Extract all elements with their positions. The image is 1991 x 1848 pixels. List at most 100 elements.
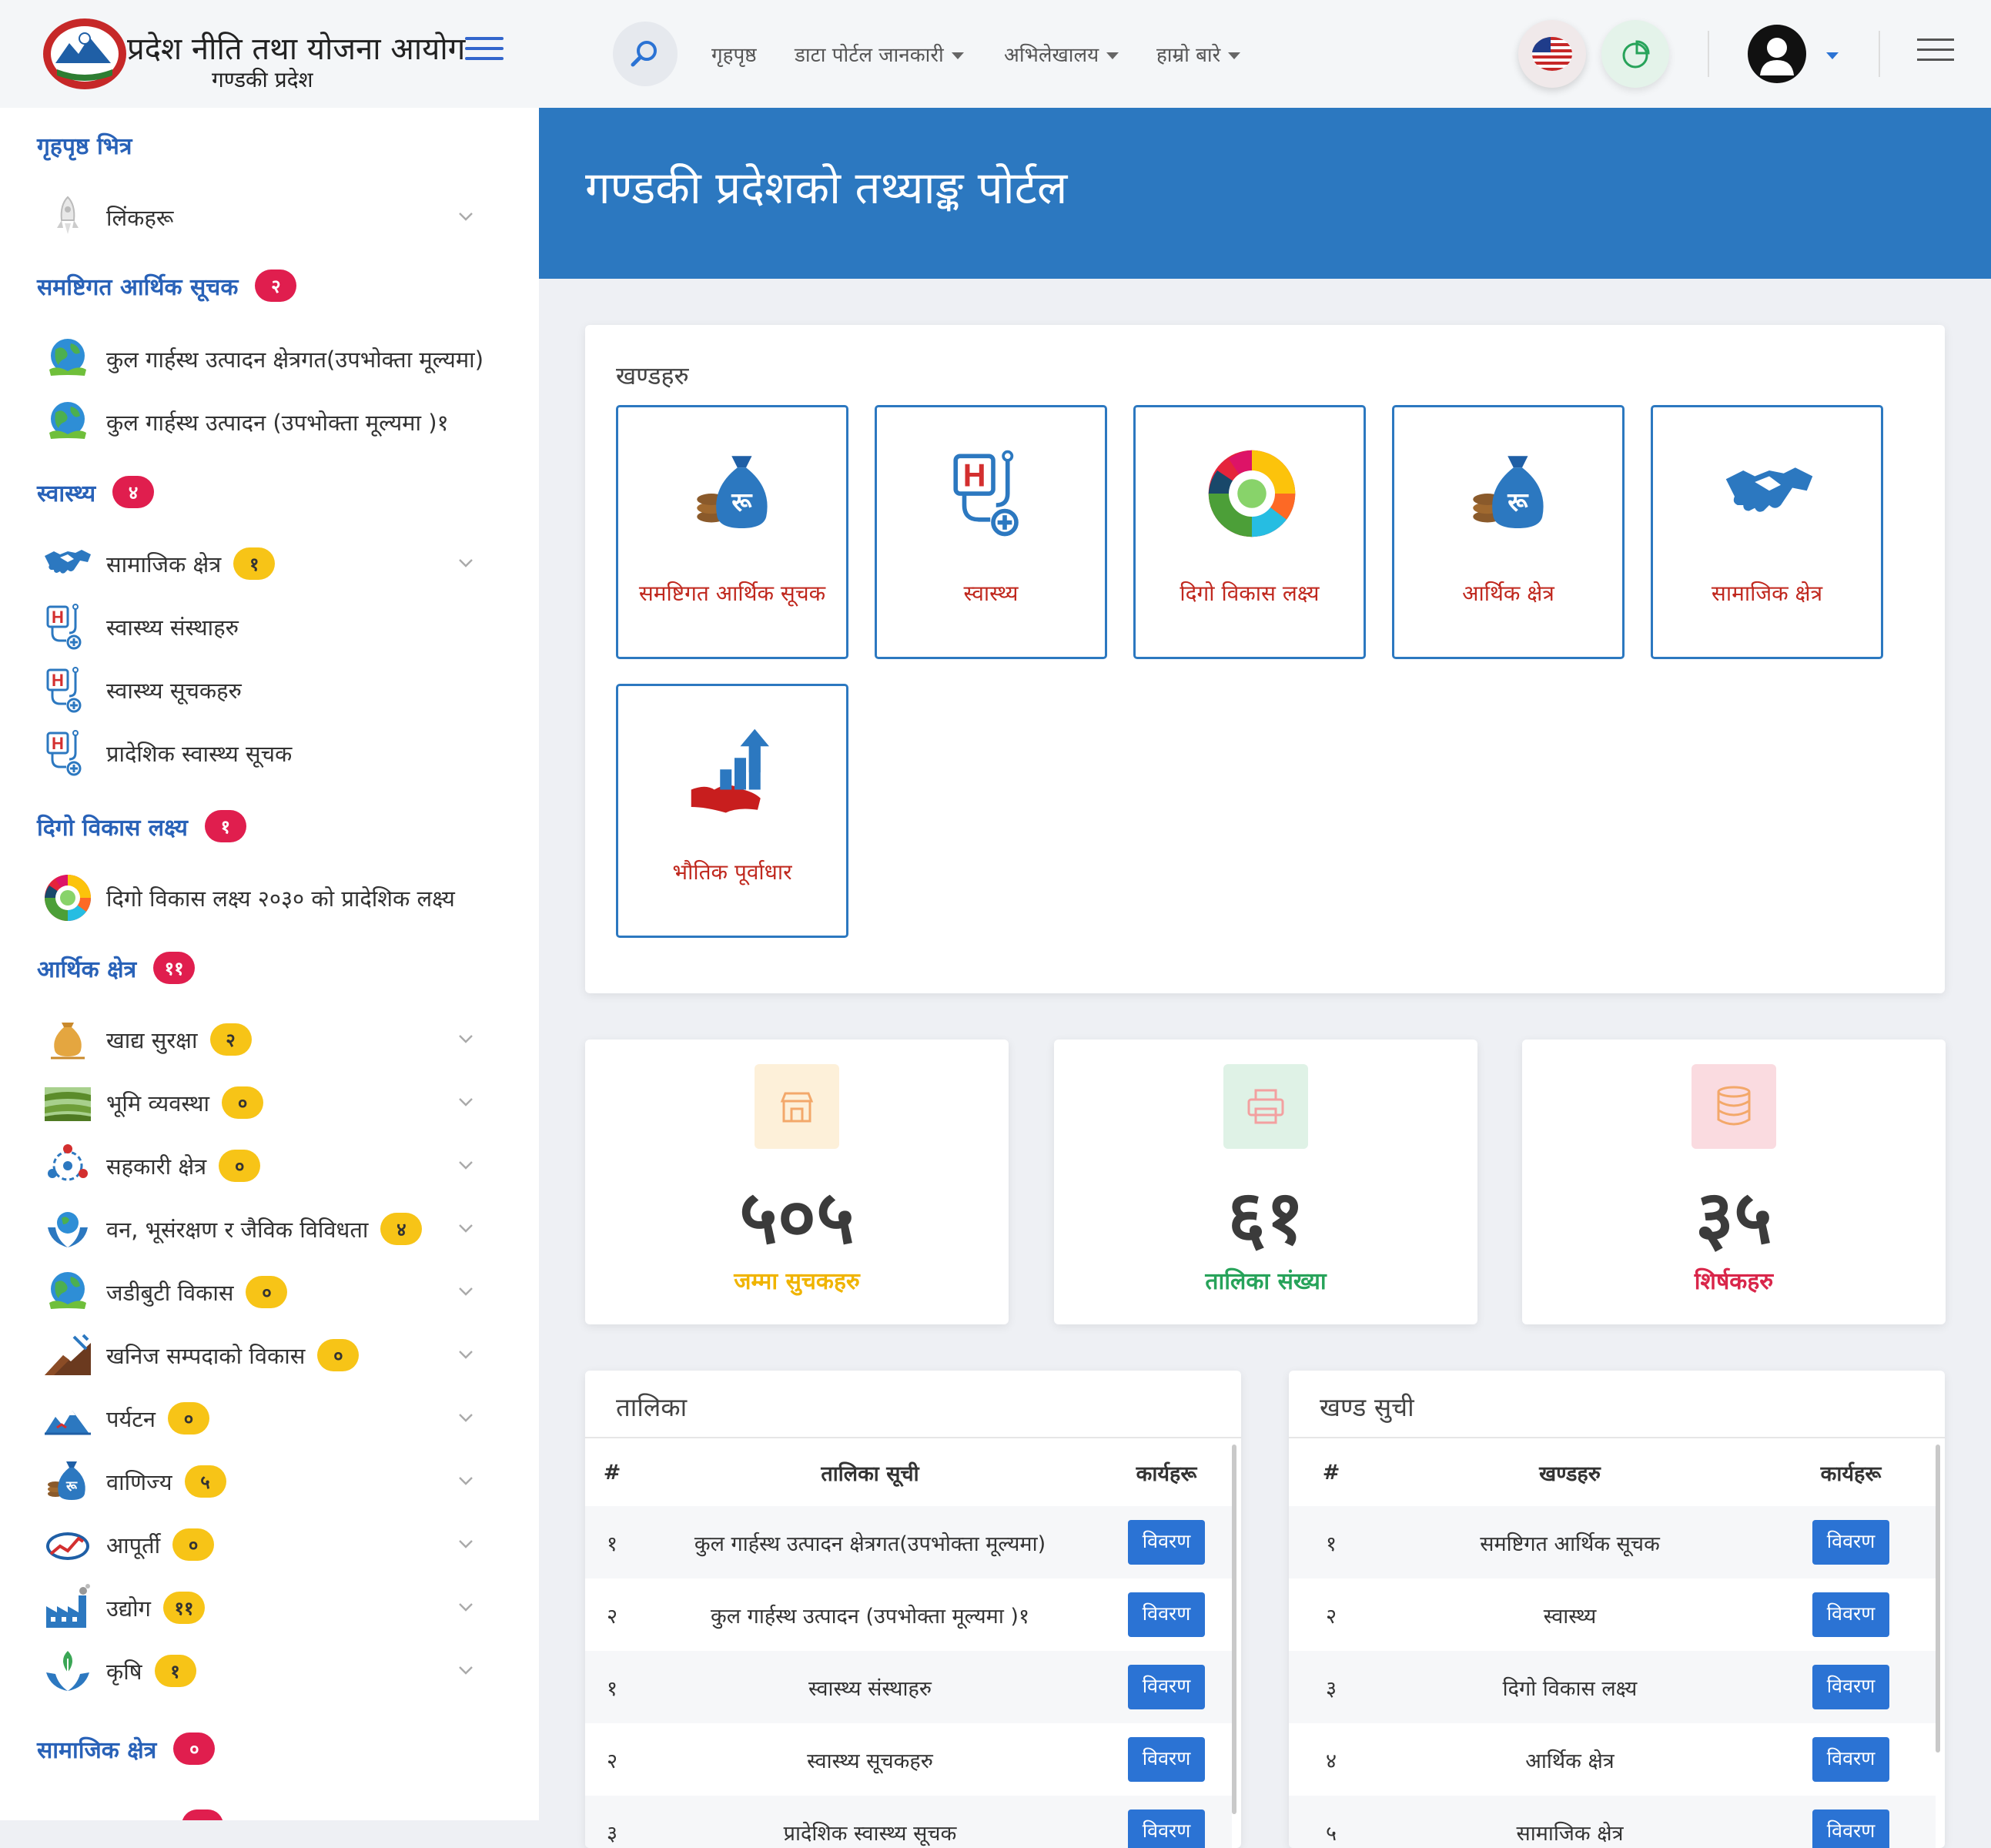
sidebar-item-provincial-health[interactable]: प्रादेशिक स्वास्थ्य सूचक (43, 728, 505, 778)
details-button[interactable]: विवरण (1812, 1810, 1889, 1848)
scrollbar[interactable] (1936, 1445, 1940, 1753)
count-badge: ११ (153, 952, 196, 984)
sidebar-item-links[interactable]: लिंकहरू (43, 192, 505, 242)
sidebar-item-commerce[interactable]: वाणिज्य ५ (43, 1457, 505, 1506)
chevron-down-icon[interactable] (457, 1535, 474, 1552)
section-home: गृहपृष्ठ भित्र (37, 129, 132, 161)
section-tile-health[interactable]: स्वास्थ्य (875, 405, 1107, 659)
chevron-down-icon[interactable] (457, 1472, 474, 1489)
details-button[interactable]: विवरण (1128, 1737, 1205, 1782)
count-badge: ० (317, 1339, 360, 1371)
caret-down-icon (1106, 52, 1119, 59)
sidebar-toggle-menu-icon[interactable] (465, 37, 504, 62)
search-icon (631, 41, 657, 67)
row-name: सामाजिक क्षेत्र (1516, 1821, 1624, 1846)
emblem-logo[interactable] (40, 15, 129, 91)
grain-sack-icon (43, 1015, 92, 1064)
user-menu-caret-icon[interactable] (1826, 52, 1839, 59)
section-economic[interactable]: आर्थिक क्षेत्र ११ (37, 952, 196, 984)
section-social[interactable]: सामाजिक क्षेत्र ० (37, 1732, 216, 1765)
section-tile-economic[interactable]: आर्थिक क्षेत्र (1392, 405, 1625, 659)
sidebar-item-sdg-2030[interactable]: दिगो विकास लक्ष्य २०३० को प्रादेशिक लक्ष… (43, 873, 505, 922)
sidebar-item-food-security[interactable]: खाद्य सुरक्षा २ (43, 1015, 505, 1064)
sidebar-item-industry[interactable]: उद्योग ११ (43, 1583, 505, 1632)
rocket-icon (43, 192, 92, 242)
sidebar-item-tourism[interactable]: पर्यटन ० (43, 1394, 505, 1443)
sidebar-item-herbs[interactable]: जडीबुटी विकास ० (43, 1267, 505, 1317)
row-name: स्वास्थ्य संस्थाहरु (808, 1676, 932, 1701)
table-row: ३ प्रादेशिक स्वास्थ्य सूचक विवरण (585, 1796, 1232, 1848)
sidebar-item-forest[interactable]: वन, भूसंरक्षण र जैविक विविधता ४ (43, 1204, 505, 1254)
user-avatar[interactable] (1748, 25, 1806, 83)
section-health[interactable]: स्वास्थ्य ४ (37, 476, 155, 508)
section-economic-label: आर्थिक क्षेत्र (37, 956, 137, 983)
language-switch-button[interactable] (1518, 20, 1586, 88)
details-button[interactable]: विवरण (1812, 1665, 1889, 1709)
sidebar-item-minerals[interactable]: खनिज सम्पदाको विकास ० (43, 1331, 505, 1380)
details-button[interactable]: विवरण (1128, 1665, 1205, 1709)
count-badge-partial (182, 1810, 223, 1820)
section-tile-sdg[interactable]: दिगो विकास लक्ष्य (1133, 405, 1366, 659)
sidebar-item-health-institutions[interactable]: स्वास्थ्य संस्थाहरु (43, 602, 505, 651)
sidebar-item-supply[interactable]: आपूर्ती ० (43, 1520, 505, 1569)
stethoscope-icon (947, 447, 1039, 540)
chevron-down-icon[interactable] (457, 1599, 474, 1615)
count-badge: ११ (163, 1592, 206, 1624)
section-macro[interactable]: समष्टिगत आर्थिक सूचक २ (37, 270, 297, 302)
search-button[interactable] (613, 22, 678, 86)
scrollbar[interactable] (1232, 1445, 1236, 1814)
nav-portal-info-label: डाटा पोर्टल जानकारी (795, 44, 944, 67)
hero-banner: गण्डकी प्रदेशको तथ्याङ्क पोर्टल (539, 108, 1991, 279)
chevron-down-icon[interactable] (457, 1346, 474, 1363)
details-button[interactable]: विवरण (1812, 1592, 1889, 1637)
caret-down-icon (1228, 52, 1241, 59)
chevron-down-icon[interactable] (457, 1030, 474, 1047)
caret-down-icon (951, 52, 964, 59)
section-tile-social[interactable]: सामाजिक क्षेत्र (1651, 405, 1883, 659)
sidebar-item-label: लिंकहरू (106, 204, 174, 231)
chevron-down-icon[interactable] (457, 1283, 474, 1300)
sidebar-item-label: सामाजिक क्षेत्र (106, 551, 222, 578)
sidebar-item-gdp-sector[interactable]: कुल गार्हस्थ उत्पादन क्षेत्रगत(उपभोक्ता … (43, 334, 505, 383)
divider (1879, 31, 1880, 77)
chevron-down-icon[interactable] (457, 554, 474, 571)
sidebar-item-cooperative[interactable]: सहकारी क्षेत्र ० (43, 1141, 505, 1190)
us-flag-icon (1532, 37, 1572, 71)
sections-card: खण्डहरु समष्टिगत आर्थिक सूचक स्वास्थ्य द… (585, 325, 1945, 993)
menu-icon[interactable] (1917, 38, 1954, 63)
globe-icon (43, 334, 92, 383)
tables-list: # तालिका सूची कार्यहरू १ कुल गार्हस्थ उत… (585, 1438, 1232, 1848)
sidebar-item-agriculture[interactable]: कृषि १ (43, 1646, 505, 1696)
page-title: गण्डकी प्रदेशको तथ्याङ्क पोर्टल (585, 162, 1068, 214)
sidebar-item-gdp-total[interactable]: कुल गार्हस्थ उत्पादन (उपभोक्ता मूल्यमा )… (43, 397, 505, 447)
details-button[interactable]: विवरण (1128, 1592, 1205, 1637)
chevron-down-icon[interactable] (457, 1409, 474, 1426)
chevron-down-icon[interactable] (457, 1157, 474, 1173)
chevron-down-icon[interactable] (457, 208, 474, 225)
details-button[interactable]: विवरण (1128, 1810, 1205, 1848)
chevron-down-icon[interactable] (457, 1093, 474, 1110)
pie-chart-icon (1622, 40, 1650, 69)
dashboard-button[interactable] (1601, 20, 1669, 88)
stat-card-indicators: ५०५ जम्मा सुचकहरु (585, 1040, 1009, 1324)
section-tile-infrastructure[interactable]: भौतिक पूर्वाधार (616, 684, 848, 938)
details-button[interactable]: विवरण (1812, 1737, 1889, 1782)
nav-home[interactable]: गृहपृष्ठ (711, 40, 757, 68)
col-header: कार्यहरू (1820, 1461, 1882, 1486)
handshake-icon (1723, 447, 1815, 540)
sidebar-item-social-sector[interactable]: सामाजिक क्षेत्र १ (43, 539, 505, 588)
table-row: १ कुल गार्हस्थ उत्पादन क्षेत्रगत(उपभोक्त… (585, 1506, 1232, 1578)
section-tile-macro[interactable]: समष्टिगत आर्थिक सूचक (616, 405, 848, 659)
count-badge: ० (173, 1732, 216, 1765)
nav-portal-info[interactable]: डाटा पोर्टल जानकारी (795, 40, 964, 68)
nav-about[interactable]: हाम्रो बारे (1156, 40, 1241, 68)
chevron-down-icon[interactable] (457, 1662, 474, 1679)
section-sdg[interactable]: दिगो विकास लक्ष्य १ (37, 810, 246, 842)
chevron-down-icon[interactable] (457, 1220, 474, 1237)
details-button[interactable]: विवरण (1128, 1520, 1205, 1565)
nav-archive[interactable]: अभिलेखालय (1004, 40, 1119, 68)
supply-chart-icon (43, 1520, 92, 1569)
sidebar-item-health-indicators[interactable]: स्वास्थ्य सूचकहरु (43, 665, 505, 715)
details-button[interactable]: विवरण (1812, 1520, 1889, 1565)
sidebar-item-land[interactable]: भूमि व्यवस्था ० (43, 1078, 505, 1127)
